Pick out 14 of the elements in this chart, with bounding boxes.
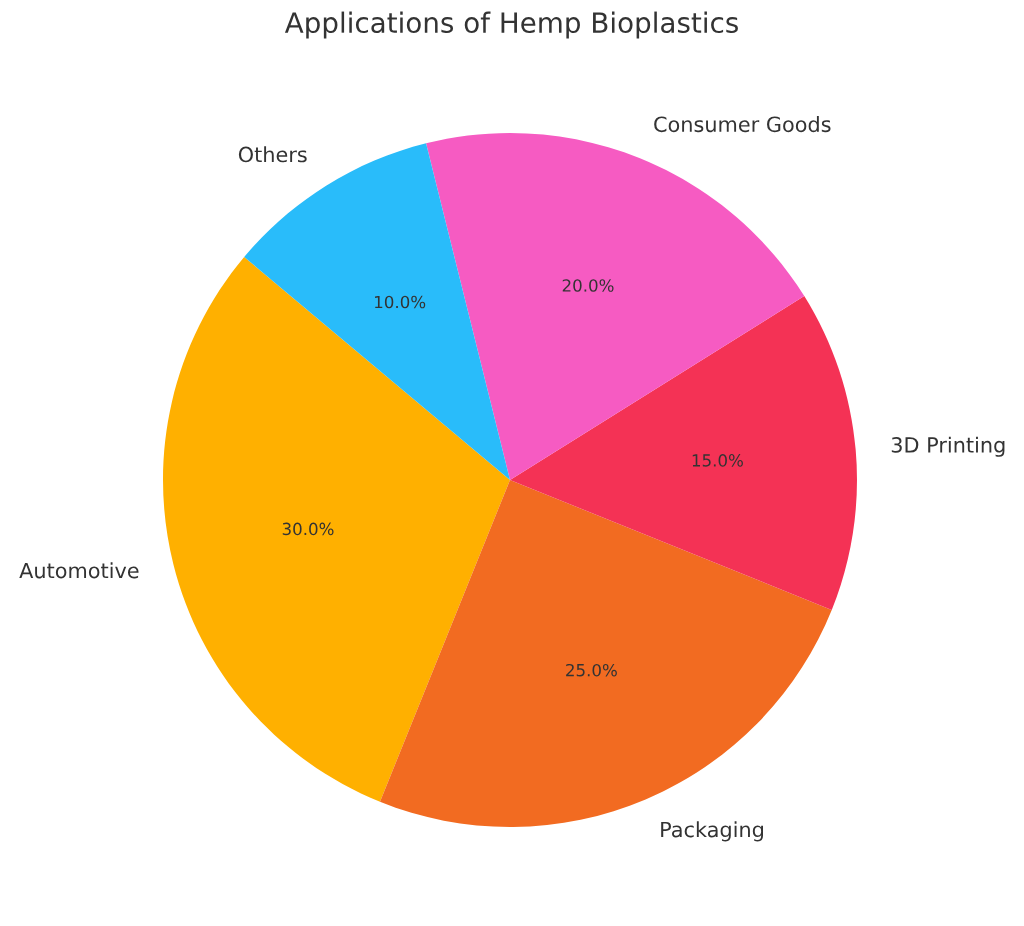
slice-label: Packaging xyxy=(661,821,763,842)
data-label: 25.0% xyxy=(566,663,617,677)
data-label: 20.0% xyxy=(562,279,614,292)
slice-label: Automotive xyxy=(19,562,139,579)
data-label: 15.0% xyxy=(692,454,743,467)
data-label: 30.0% xyxy=(282,522,334,536)
slice-label: Others xyxy=(238,146,307,163)
data-label: 10.0% xyxy=(375,295,426,309)
pie-slice xyxy=(426,133,805,480)
pie-slice xyxy=(510,296,857,610)
chart-title: Applications of Hemp Bioplastics xyxy=(284,11,738,39)
slice-label: Consumer Goods xyxy=(654,116,831,133)
slice-label: 3D Printing xyxy=(891,436,1005,457)
pie-slice xyxy=(163,256,510,802)
